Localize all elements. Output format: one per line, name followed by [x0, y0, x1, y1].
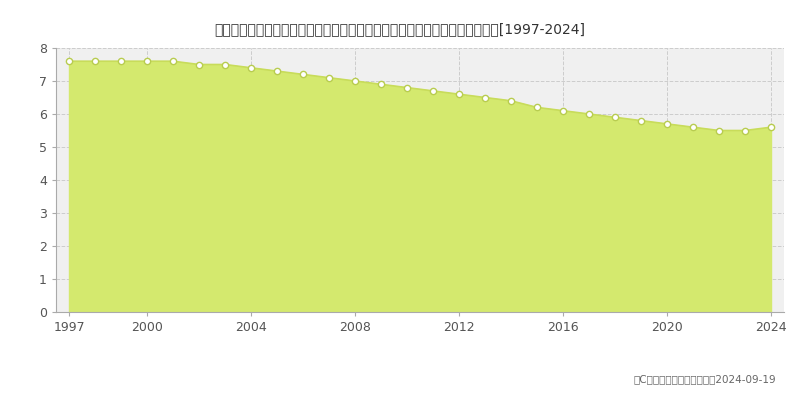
Text: （C）土地価格ドットコム　2024-09-19: （C）土地価格ドットコム 2024-09-19: [634, 374, 776, 384]
Text: 宮崎県児湯郡高鳔町大字持田字正ケ井手１６１０番２　基準地価　地価推移[1997-2024]: 宮崎県児湯郡高鳔町大字持田字正ケ井手１６１０番２ 基準地価 地価推移[1997-…: [214, 22, 586, 36]
